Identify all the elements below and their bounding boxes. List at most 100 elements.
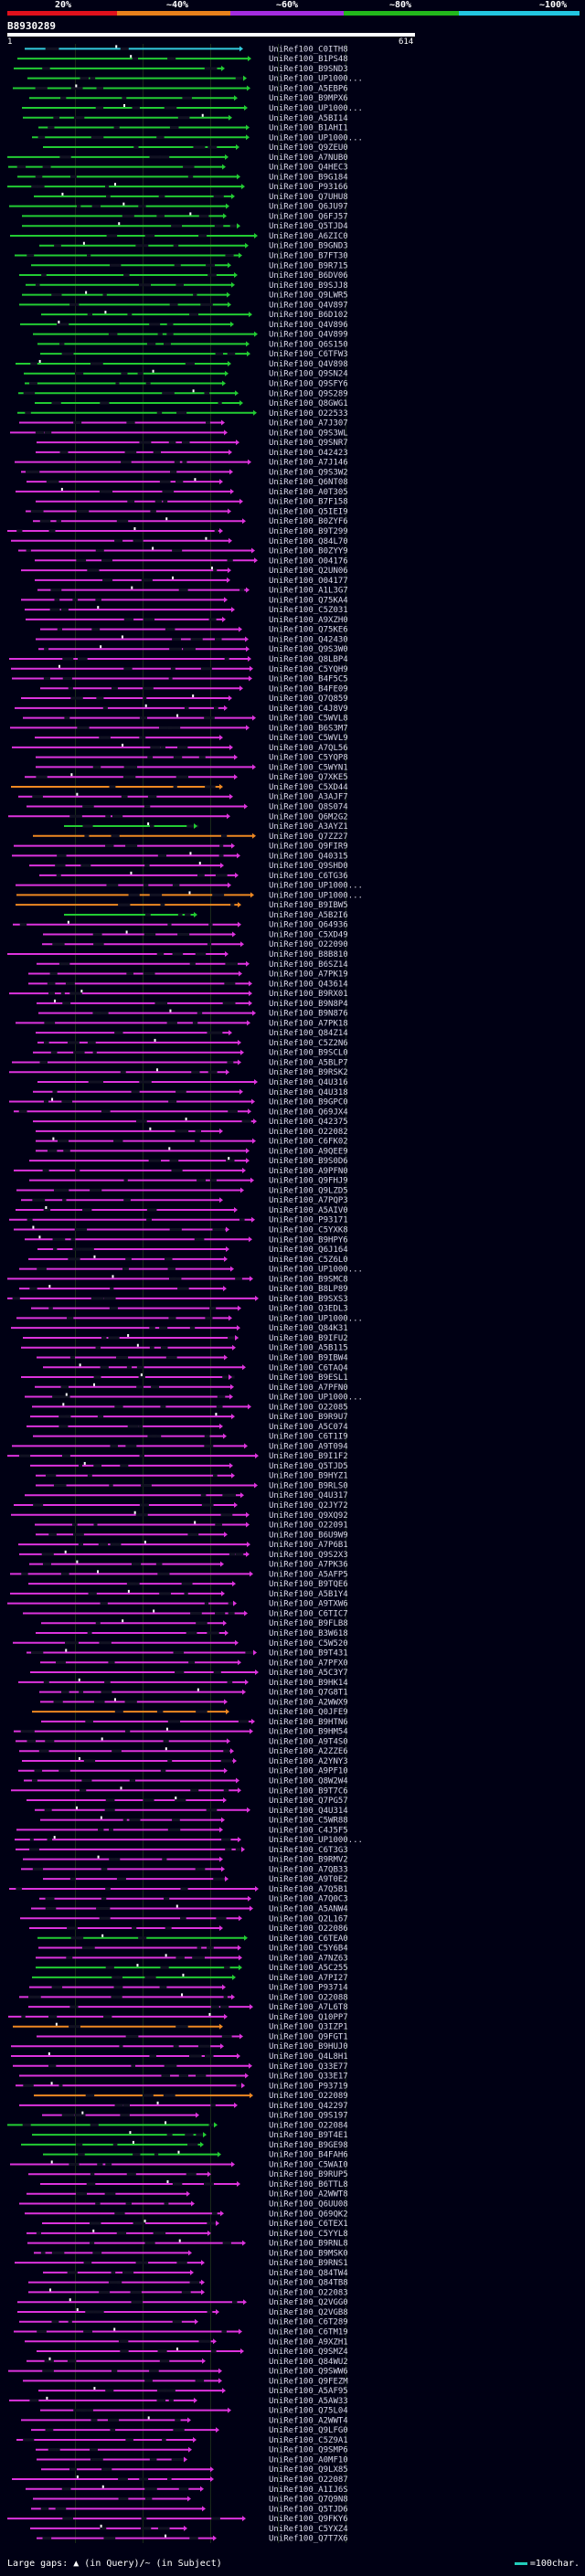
hit-id-link[interactable]: UniRef100_B6U9W9 xyxy=(269,1531,348,1540)
hit-id-link[interactable]: UniRef100_P93171 xyxy=(269,1216,348,1225)
hit-id-link[interactable]: UniRef100_A5AFP5 xyxy=(269,1570,348,1579)
hit-id-link[interactable]: UniRef100_B6DV06 xyxy=(269,271,348,281)
hit-id-link[interactable]: UniRef100_C5XD44 xyxy=(269,783,348,792)
hit-id-link[interactable]: UniRef100_Q33E77 xyxy=(269,2062,348,2072)
hit-id-link[interactable]: UniRef100_B1PS48 xyxy=(269,55,348,64)
hit-id-link[interactable]: UniRef100_Q84TW4 xyxy=(269,2269,348,2278)
hit-id-link[interactable]: UniRef100_A7PK36 xyxy=(269,1561,348,1570)
hit-id-link[interactable]: UniRef100_C6T3G3 xyxy=(269,1846,348,1855)
hit-id-link[interactable]: UniRef100_B6SZ14 xyxy=(269,960,348,970)
hit-id-link[interactable]: UniRef100_B0ZYF6 xyxy=(269,517,348,526)
hit-id-link[interactable]: UniRef100_A9T4S0 xyxy=(269,1737,348,1746)
hit-id-link[interactable]: UniRef100_C5XD49 xyxy=(269,930,348,939)
hit-id-link[interactable]: UniRef100_Q8S074 xyxy=(269,802,348,811)
hit-id-link[interactable]: UniRef100_Q75L04 xyxy=(269,2407,348,2416)
hit-id-link[interactable]: UniRef100_A5B1Y4 xyxy=(269,1590,348,1599)
hit-id-link[interactable]: UniRef100_P93714 xyxy=(269,1984,348,1993)
hit-id-link[interactable]: UniRef100_Q9S2X3 xyxy=(269,1551,348,1560)
hit-id-link[interactable]: UniRef100_B9RUP5 xyxy=(269,2170,348,2179)
hit-id-link[interactable]: UniRef100_B9IBW5 xyxy=(269,901,348,910)
hit-id-link[interactable]: UniRef100_B9HYZ1 xyxy=(269,1472,348,1481)
hit-id-link[interactable]: UniRef100_Q5TJD5 xyxy=(269,1462,348,1471)
hit-id-link[interactable]: UniRef100_Q9S3W2 xyxy=(269,468,348,477)
hit-id-link[interactable]: UniRef100_UP1000... xyxy=(269,75,363,84)
hit-id-link[interactable]: UniRef100_B9T7C6 xyxy=(269,1786,348,1796)
hit-id-link[interactable]: UniRef100_Q75KA4 xyxy=(269,596,348,605)
hit-id-link[interactable]: UniRef100_Q42430 xyxy=(269,635,348,644)
hit-id-link[interactable]: UniRef100_B9T299 xyxy=(269,527,348,536)
hit-id-link[interactable]: UniRef100_B4F5C5 xyxy=(269,675,348,684)
hit-id-link[interactable]: UniRef100_Q6M2G2 xyxy=(269,812,348,822)
hit-id-link[interactable]: UniRef100_A7Q0C3 xyxy=(269,1895,348,1904)
hit-id-link[interactable]: UniRef100_C0ITH8 xyxy=(269,45,348,54)
hit-id-link[interactable]: UniRef100_Q5TJD4 xyxy=(269,222,348,231)
hit-id-link[interactable]: UniRef100_C6FK02 xyxy=(269,1138,348,1147)
hit-id-link[interactable]: UniRef100_Q84TB8 xyxy=(269,2279,348,2288)
hit-id-link[interactable]: UniRef100_B6D102 xyxy=(269,311,348,320)
hit-id-link[interactable]: UniRef100_B9N8P4 xyxy=(269,1000,348,1009)
hit-id-link[interactable]: UniRef100_C5WVL9 xyxy=(269,734,348,743)
hit-id-link[interactable]: UniRef100_A5ANW4 xyxy=(269,1904,348,1913)
hit-id-link[interactable]: UniRef100_Q4HEC3 xyxy=(269,164,348,173)
hit-id-link[interactable]: UniRef100_A9TXW6 xyxy=(269,1600,348,1609)
hit-id-link[interactable]: UniRef100_B9GPC0 xyxy=(269,1098,348,1108)
hit-id-link[interactable]: UniRef100_Q33E17 xyxy=(269,2072,348,2082)
hit-id-link[interactable]: UniRef100_A0MF10 xyxy=(269,2455,348,2465)
hit-id-link[interactable]: UniRef100_Q9SN24 xyxy=(269,370,348,379)
hit-id-link[interactable]: UniRef100_O22083 xyxy=(269,2288,348,2297)
hit-id-link[interactable]: UniRef100_B9SND3 xyxy=(269,65,348,74)
hit-id-link[interactable]: UniRef100_A1L3G7 xyxy=(269,587,348,596)
hit-id-link[interactable]: UniRef100_A2YNY3 xyxy=(269,1757,348,1766)
hit-id-link[interactable]: UniRef100_Q6J164 xyxy=(269,1246,348,1255)
hit-id-link[interactable]: UniRef100_O22088 xyxy=(269,1993,348,2002)
hit-id-link[interactable]: UniRef100_B9RLS0 xyxy=(269,1481,348,1490)
hit-id-link[interactable]: UniRef100_Q6NT08 xyxy=(269,478,348,487)
hit-id-link[interactable]: UniRef100_B7FT30 xyxy=(269,252,348,261)
hit-id-link[interactable]: UniRef100_Q9S289 xyxy=(269,389,348,398)
hit-id-link[interactable]: UniRef100_A7NZ63 xyxy=(269,1954,348,1963)
hit-id-link[interactable]: UniRef100_B9SMC8 xyxy=(269,1275,348,1284)
hit-id-link[interactable]: UniRef100_Q9FHJ9 xyxy=(269,1177,348,1186)
hit-id-link[interactable]: UniRef100_B9HTN6 xyxy=(269,1718,348,1727)
hit-id-link[interactable]: UniRef100_Q84Z14 xyxy=(269,1029,348,1038)
hit-id-link[interactable]: UniRef100_A7PFN0 xyxy=(269,1383,348,1393)
hit-id-link[interactable]: UniRef100_Q9LX85 xyxy=(269,2465,348,2475)
hit-id-link[interactable]: UniRef100_B9S0D6 xyxy=(269,1157,348,1166)
hit-id-link[interactable]: UniRef100_Q40315 xyxy=(269,852,348,861)
hit-id-link[interactable]: UniRef100_UP1000... xyxy=(269,1394,363,1403)
hit-id-link[interactable]: UniRef100_C5Z6L0 xyxy=(269,1256,348,1265)
hit-id-link[interactable]: UniRef100_A9XZH0 xyxy=(269,616,348,625)
hit-id-link[interactable]: UniRef100_Q9ZEU0 xyxy=(269,143,348,153)
hit-id-link[interactable]: UniRef100_B9SJJ8 xyxy=(269,281,348,291)
hit-id-link[interactable]: UniRef100_C5YQH9 xyxy=(269,665,348,674)
hit-id-link[interactable]: UniRef100_B9RNS1 xyxy=(269,2259,348,2268)
hit-id-link[interactable]: UniRef100_B9RMV2 xyxy=(269,1856,348,1865)
hit-id-link[interactable]: UniRef100_C5WAI0 xyxy=(269,2160,348,2169)
hit-id-link[interactable]: UniRef100_Q7XKE5 xyxy=(269,773,348,782)
hit-id-link[interactable]: UniRef100_Q42375 xyxy=(269,1118,348,1127)
hit-id-link[interactable]: UniRef100_Q9LZD5 xyxy=(269,1186,348,1195)
hit-id-link[interactable]: UniRef100_Q3EDL3 xyxy=(269,1305,348,1314)
hit-id-link[interactable]: UniRef100_Q9SNR7 xyxy=(269,439,348,448)
hit-id-link[interactable]: UniRef100_Q6JU97 xyxy=(269,203,348,212)
hit-id-link[interactable]: UniRef100_A9T094 xyxy=(269,1442,348,1451)
hit-id-link[interactable]: UniRef100_A5C3Y7 xyxy=(269,1669,348,1678)
hit-id-link[interactable]: UniRef100_O04177 xyxy=(269,577,348,586)
hit-id-link[interactable]: UniRef100_B9SCL0 xyxy=(269,1049,348,1058)
hit-id-link[interactable]: UniRef100_C6TEX1 xyxy=(269,2220,348,2229)
hit-id-link[interactable]: UniRef100_Q42297 xyxy=(269,2102,348,2111)
hit-id-link[interactable]: UniRef100_A2WWX9 xyxy=(269,1698,348,1707)
hit-id-link[interactable]: UniRef100_Q4U317 xyxy=(269,1491,348,1500)
hit-id-link[interactable]: UniRef100_Q3IZP1 xyxy=(269,2023,348,2032)
hit-id-link[interactable]: UniRef100_A5AW33 xyxy=(269,2397,348,2406)
hit-id-link[interactable]: UniRef100_Q7ZZ27 xyxy=(269,832,348,842)
hit-id-link[interactable]: UniRef100_Q10PP7 xyxy=(269,2013,348,2022)
hit-id-link[interactable]: UniRef100_B6S3M7 xyxy=(269,724,348,733)
hit-id-link[interactable]: UniRef100_O42423 xyxy=(269,449,348,458)
hit-id-link[interactable]: UniRef100_B4FAH6 xyxy=(269,2151,348,2160)
hit-id-link[interactable]: UniRef100_Q2VGB8 xyxy=(269,2308,348,2317)
hit-id-link[interactable]: UniRef100_C6TAQ4 xyxy=(269,1363,348,1373)
hit-id-link[interactable]: UniRef100_Q5TJD6 xyxy=(269,2505,348,2514)
hit-id-link[interactable]: UniRef100_Q4U318 xyxy=(269,1088,348,1097)
hit-id-link[interactable]: UniRef100_UP1000... xyxy=(269,1836,363,1845)
